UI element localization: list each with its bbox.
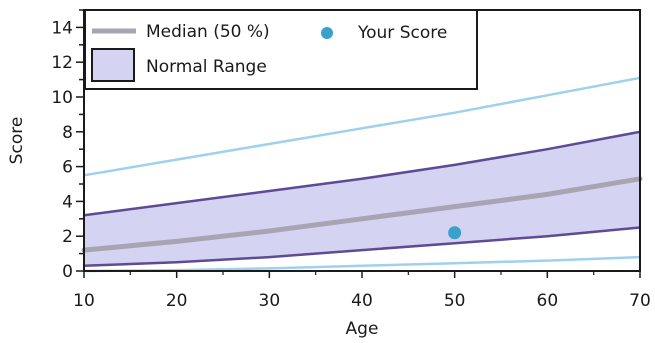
normal-range-band xyxy=(84,131,640,266)
normal-range-lower-line xyxy=(83,226,641,268)
y-tick-label: 14 xyxy=(51,18,73,38)
y-tick-label: 4 xyxy=(62,192,73,212)
y-tick-label: 12 xyxy=(51,53,73,73)
normal-range-upper-line xyxy=(83,130,641,217)
legend-your-score-label: Your Score xyxy=(357,23,447,43)
x-tick-label: 20 xyxy=(166,291,188,311)
y-tick-label: 0 xyxy=(62,262,73,282)
y-tick-label: 6 xyxy=(62,158,73,178)
plot-area xyxy=(81,76,643,273)
median-line xyxy=(81,176,643,253)
y-axis-title: Score xyxy=(7,117,27,165)
legend-your-score-swatch xyxy=(321,27,333,39)
y-tick-label: 10 xyxy=(51,88,73,108)
y-tick-label: 8 xyxy=(62,123,73,143)
x-tick-label: 50 xyxy=(444,291,466,311)
x-tick-label: 10 xyxy=(73,291,95,311)
y-tick-label: 2 xyxy=(62,227,73,247)
x-tick-label: 40 xyxy=(351,291,373,311)
x-tick-label: 30 xyxy=(259,291,281,311)
legend-normal-range-label: Normal Range xyxy=(146,57,267,77)
legend-median-label: Median (50 %) xyxy=(146,22,270,42)
x-tick-label: 70 xyxy=(629,291,651,311)
legend: Median (50 %) Your Score Normal Range xyxy=(84,9,478,90)
axes: 0 2 4 6 8 10 12 14 10 20 30 40 50 60 70 Age Score xyxy=(7,9,651,339)
x-tick-label: 60 xyxy=(537,291,559,311)
x-axis-title: Age xyxy=(346,319,379,339)
outer-upper-line xyxy=(83,76,641,177)
legend-normal-range-swatch xyxy=(91,48,135,82)
legend-box xyxy=(84,9,478,90)
your-score-point xyxy=(448,226,462,240)
